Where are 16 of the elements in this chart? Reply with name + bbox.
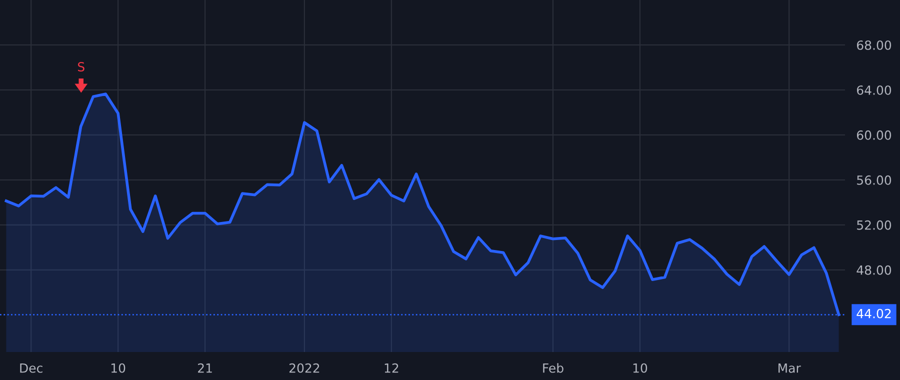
x-tick-label: Dec — [20, 363, 42, 373]
x-tick-label: Mar — [778, 363, 801, 373]
y-tick-label: 52.00 — [857, 220, 892, 230]
y-tick-label: 56.00 — [857, 175, 892, 185]
x-tick-label: 21 — [198, 363, 212, 373]
y-tick-label: 64.00 — [856, 85, 892, 95]
x-tick-label: 12 — [384, 363, 398, 373]
y-tick-label: 48.00 — [856, 265, 892, 275]
x-tick-label: 10 — [111, 363, 126, 373]
ref-line-label: 44.02 — [856, 308, 891, 318]
x-tick-label: 10 — [633, 363, 648, 373]
y-tick-label: 68.00 — [856, 40, 892, 50]
y-tick-label: 60.00 — [856, 130, 892, 140]
annotation: S — [78, 62, 84, 72]
x-tick-label: Feb — [543, 363, 564, 373]
x-tick-label: 2022 — [289, 363, 320, 373]
